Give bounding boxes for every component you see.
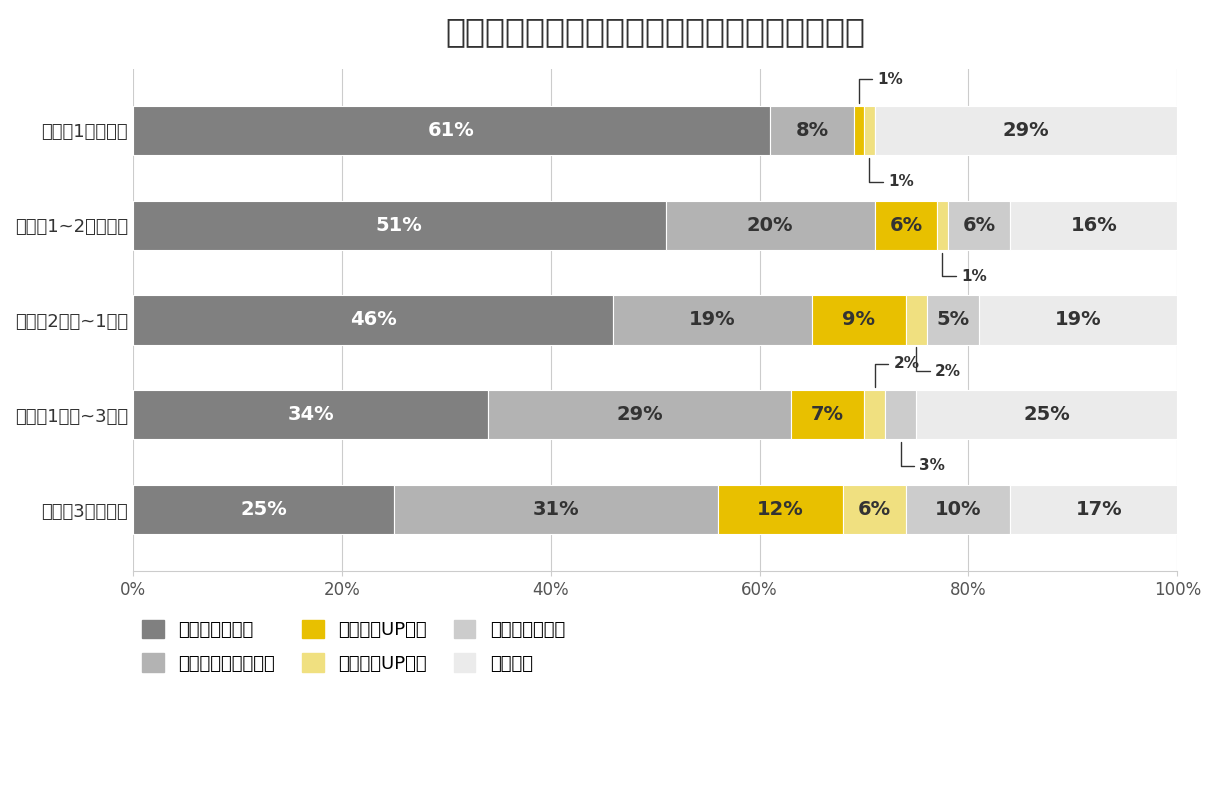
Text: 6%: 6% <box>889 216 923 235</box>
Text: 34%: 34% <box>287 405 334 424</box>
Bar <box>1010 485 1188 534</box>
Text: 12%: 12% <box>758 500 804 519</box>
Bar <box>885 390 917 439</box>
Bar <box>917 390 1177 439</box>
Text: 2%: 2% <box>917 348 961 378</box>
Bar <box>906 485 1010 534</box>
Bar <box>906 295 927 344</box>
Bar <box>394 485 717 534</box>
Bar <box>979 295 1177 344</box>
Text: 31%: 31% <box>533 500 579 519</box>
Text: 19%: 19% <box>689 310 736 329</box>
Text: 25%: 25% <box>240 500 287 519</box>
Text: 61%: 61% <box>428 121 475 140</box>
Text: 7%: 7% <box>811 405 844 424</box>
Text: 1%: 1% <box>869 158 914 189</box>
Bar <box>865 390 885 439</box>
Bar <box>938 201 947 250</box>
Text: 6%: 6% <box>962 216 996 235</box>
Bar <box>927 295 979 344</box>
Bar <box>133 485 394 534</box>
Bar <box>133 295 613 344</box>
Bar <box>717 485 843 534</box>
Text: 9%: 9% <box>843 310 876 329</box>
Text: 16%: 16% <box>1070 216 1118 235</box>
Text: 29%: 29% <box>617 405 663 424</box>
Bar <box>665 201 874 250</box>
Text: 6%: 6% <box>858 500 891 519</box>
Bar <box>843 485 906 534</box>
Bar <box>874 201 938 250</box>
Bar <box>133 106 770 155</box>
Text: 5%: 5% <box>936 310 969 329</box>
Bar <box>613 295 812 344</box>
Bar <box>770 106 854 155</box>
Bar <box>947 201 1010 250</box>
Bar <box>488 390 790 439</box>
Text: 17%: 17% <box>1076 500 1122 519</box>
Bar <box>790 390 865 439</box>
Bar <box>865 106 874 155</box>
Text: 2%: 2% <box>874 356 919 387</box>
Text: 25%: 25% <box>1024 405 1070 424</box>
Text: 46%: 46% <box>350 310 396 329</box>
Legend: 性機能向上関連, 日中の活力向上関連, 集中力がUPした, 記憶力がUPした, モテ・美容関連, 効果なし: 性機能向上関連, 日中の活力向上関連, 集中力がUPした, 記憶力がUPした, … <box>142 619 565 673</box>
Title: オナ禁で脳機能関連の効果を感じた期間と割合: オナ禁で脳機能関連の効果を感じた期間と割合 <box>445 15 865 48</box>
Text: 19%: 19% <box>1054 310 1102 329</box>
Bar <box>1010 201 1177 250</box>
Text: 8%: 8% <box>795 121 828 140</box>
Text: 1%: 1% <box>942 253 987 284</box>
Text: 1%: 1% <box>858 72 903 103</box>
Bar <box>133 390 488 439</box>
Text: 51%: 51% <box>376 216 423 235</box>
Bar <box>854 106 865 155</box>
Text: 10%: 10% <box>935 500 981 519</box>
Bar <box>874 106 1177 155</box>
Text: 3%: 3% <box>901 442 945 473</box>
Text: 20%: 20% <box>747 216 793 235</box>
Bar <box>133 201 665 250</box>
Bar <box>812 295 906 344</box>
Text: 29%: 29% <box>1003 121 1049 140</box>
